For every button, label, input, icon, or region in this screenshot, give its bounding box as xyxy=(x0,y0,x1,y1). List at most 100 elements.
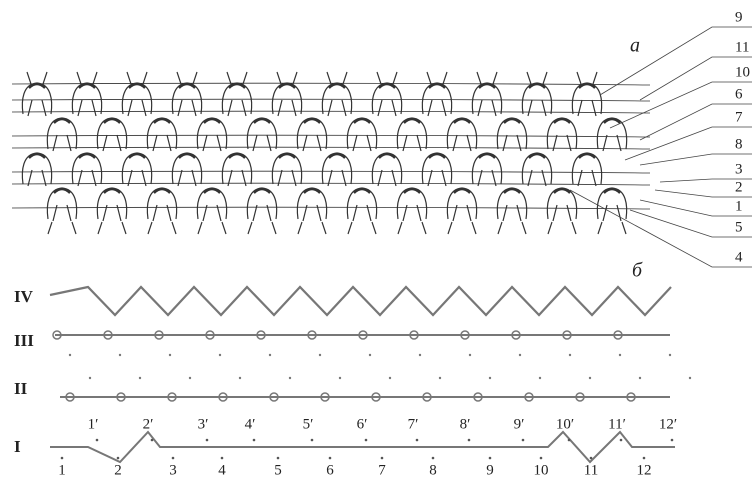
needle-label: 9 xyxy=(486,462,494,478)
callout-label: 10 xyxy=(735,64,750,80)
loop xyxy=(322,153,351,184)
loop-leg xyxy=(203,135,221,151)
loop-label: 9′ xyxy=(514,416,525,432)
bottom-leg xyxy=(598,222,626,234)
row-label: I xyxy=(14,437,21,456)
loop-leg xyxy=(453,135,471,151)
loop xyxy=(147,118,176,149)
loop xyxy=(72,83,101,114)
needle-label: 11 xyxy=(584,462,598,478)
dot xyxy=(151,439,154,442)
dot xyxy=(489,457,492,460)
float-thread xyxy=(12,207,650,209)
dot xyxy=(590,457,593,460)
dot xyxy=(489,377,491,379)
panel-label: б xyxy=(632,260,643,282)
needle-label: 2 xyxy=(114,462,122,478)
loop xyxy=(422,153,451,184)
sinker xyxy=(429,154,445,158)
loop xyxy=(472,83,501,114)
sinker xyxy=(379,154,395,158)
loop-label: 10′ xyxy=(556,416,574,432)
loop-label: 11′ xyxy=(608,416,626,432)
loop xyxy=(522,83,551,114)
loop xyxy=(472,153,501,184)
loop xyxy=(572,153,601,184)
loop xyxy=(197,118,226,149)
loop xyxy=(297,118,326,149)
loop xyxy=(597,188,626,219)
loop-leg xyxy=(528,100,546,116)
loop xyxy=(22,153,51,184)
sinker xyxy=(179,84,195,88)
needle-label: 5 xyxy=(274,462,282,478)
loop-leg xyxy=(428,100,446,116)
sinker xyxy=(254,119,270,123)
loop-leg xyxy=(353,135,371,151)
loop xyxy=(397,118,426,149)
loop-leg xyxy=(553,205,571,221)
dot xyxy=(172,457,175,460)
dot xyxy=(119,354,121,356)
loop xyxy=(397,188,426,219)
dot xyxy=(522,439,525,442)
dot xyxy=(289,377,291,379)
sinker xyxy=(29,84,45,88)
float-thread xyxy=(12,135,650,137)
sinker xyxy=(129,84,145,88)
dot xyxy=(643,457,646,460)
loop-leg xyxy=(103,135,121,151)
sinker xyxy=(529,154,545,158)
loop xyxy=(447,188,476,219)
loop-leg xyxy=(503,205,521,221)
loop-leg xyxy=(28,100,46,116)
sinker xyxy=(179,154,195,158)
bottom-leg xyxy=(98,222,126,234)
loop xyxy=(97,118,126,149)
float-thread xyxy=(12,111,650,113)
sinker xyxy=(504,189,520,193)
sinker xyxy=(29,154,45,158)
callout-label: 1 xyxy=(735,198,743,214)
dot xyxy=(189,377,191,379)
sinker xyxy=(204,189,220,193)
loop-leg xyxy=(78,100,96,116)
sinker xyxy=(554,119,570,123)
leader-line xyxy=(630,210,752,237)
dot xyxy=(206,439,209,442)
stitch-schema xyxy=(50,287,691,462)
needle-label: 12 xyxy=(637,462,652,478)
loop-leg xyxy=(478,100,496,116)
dot xyxy=(569,354,571,356)
sinker xyxy=(154,189,170,193)
loop xyxy=(97,188,126,219)
loop-label: 3′ xyxy=(198,416,209,432)
bottom-leg xyxy=(448,222,476,234)
loop xyxy=(197,188,226,219)
sinker xyxy=(379,84,395,88)
bottom-leg xyxy=(298,222,326,234)
dot xyxy=(239,377,241,379)
dot xyxy=(369,354,371,356)
dot xyxy=(671,439,674,442)
dot xyxy=(468,439,471,442)
yarn-I xyxy=(50,432,675,462)
dot xyxy=(389,377,391,379)
loop xyxy=(572,83,601,114)
loop-leg xyxy=(278,100,296,116)
sinker xyxy=(329,84,345,88)
callout-label: 8 xyxy=(735,136,743,152)
needle-label: 7 xyxy=(378,462,386,478)
loop-leg xyxy=(53,135,71,151)
loop xyxy=(47,188,76,219)
loop xyxy=(547,118,576,149)
dot xyxy=(469,354,471,356)
needle-label: 8 xyxy=(429,462,437,478)
loop-leg xyxy=(153,135,171,151)
sinker xyxy=(529,84,545,88)
loop xyxy=(22,83,51,114)
sinker xyxy=(354,119,370,123)
dot xyxy=(539,377,541,379)
loop xyxy=(497,188,526,219)
callout-label: 11 xyxy=(735,39,749,55)
